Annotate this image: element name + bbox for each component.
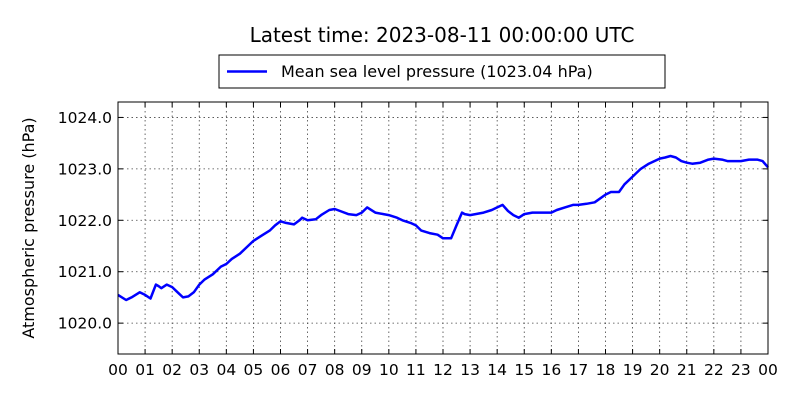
x-tick-label: 04	[216, 361, 236, 379]
y-axis-ticks: 1020.0 1021.0 1022.0 1023.0 1024.0	[58, 109, 768, 333]
x-tick-label: 12	[433, 361, 453, 379]
grid	[118, 102, 768, 354]
x-tick-label: 00	[108, 361, 128, 379]
x-axis-ticks: 00 01 02 03 04 05 06 07 08 09 10 11 12 13 14 15 16 17 18 19…	[108, 102, 778, 379]
x-tick-label: 20	[650, 361, 670, 379]
series-line-mean-sea-level-pressure	[117, 154, 769, 302]
legend-box	[218, 54, 666, 89]
x-tick-label: 16	[541, 361, 561, 379]
x-tick-label: 06	[271, 361, 291, 379]
x-tick-label: 07	[298, 361, 318, 379]
legend-label: Mean sea level pressure (1023.04 hPa)	[281, 62, 593, 81]
x-tick-label: 00	[758, 361, 778, 379]
x-tick-label: 08	[325, 361, 345, 379]
chart-title: Latest time: 2023-08-11 00:00:00 UTC	[250, 23, 635, 47]
y-tick-label: 1020.0	[58, 315, 112, 333]
x-tick-label: 05	[244, 361, 264, 379]
y-tick-label: 1023.0	[58, 160, 112, 178]
x-tick-label: 23	[731, 361, 751, 379]
y-axis-label: Atmospheric pressure (hPa)	[19, 117, 38, 338]
legend: Mean sea level pressure (1023.04 hPa)	[218, 54, 666, 89]
x-tick-label: 11	[406, 361, 426, 379]
x-tick-label: 18	[596, 361, 616, 379]
x-tick-label: 14	[487, 361, 507, 379]
x-tick-label: 10	[379, 361, 399, 379]
x-tick-label: 21	[677, 361, 697, 379]
x-tick-label: 02	[162, 361, 182, 379]
x-tick-label: 13	[460, 361, 480, 379]
y-tick-label: 1022.0	[58, 212, 112, 230]
x-tick-label: 01	[135, 361, 155, 379]
y-tick-label: 1024.0	[58, 109, 112, 127]
x-tick-label: 15	[514, 361, 534, 379]
y-tick-label: 1021.0	[58, 263, 112, 281]
x-tick-label: 19	[623, 361, 643, 379]
x-tick-label: 22	[704, 361, 724, 379]
x-tick-label: 17	[569, 361, 589, 379]
x-tick-label: 09	[352, 361, 372, 379]
series-layer	[117, 154, 769, 302]
x-tick-label: 03	[189, 361, 209, 379]
plot-frame	[117, 101, 769, 355]
